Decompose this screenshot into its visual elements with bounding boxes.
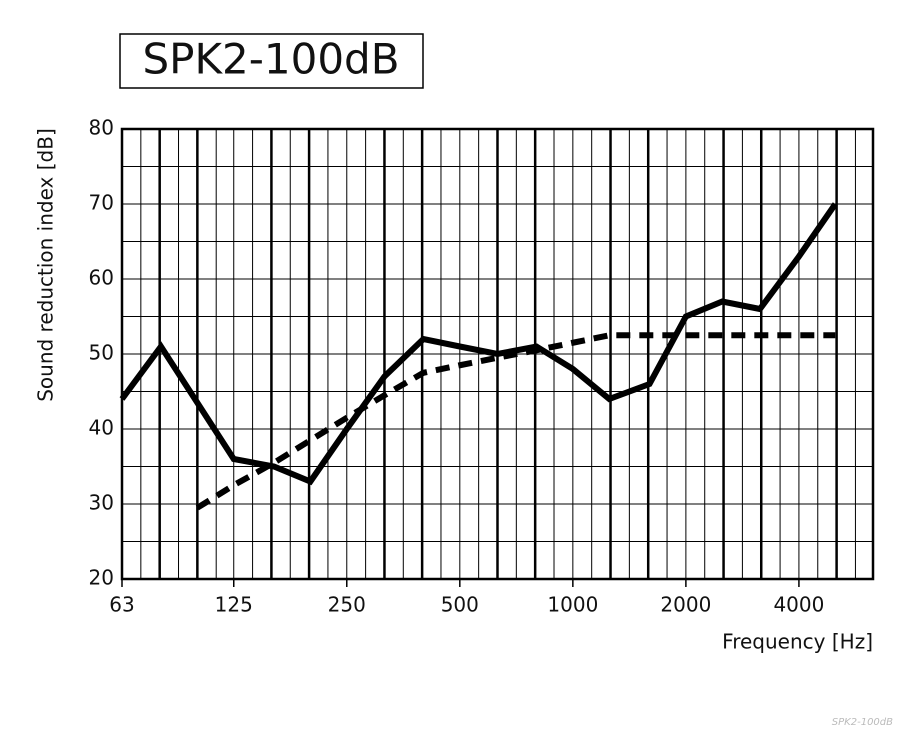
series-line — [119, 202, 838, 486]
x-tick-label: 250 — [328, 593, 366, 617]
plot-border — [120, 127, 875, 581]
y-tick-label: 80 — [89, 116, 114, 140]
x-axis-label: Frequency [Hz] — [722, 630, 873, 654]
x-tick-label: 2000 — [660, 593, 711, 617]
title-box — [119, 33, 424, 89]
x-tick-label: 4000 — [773, 593, 824, 617]
y-tick-label: 30 — [89, 491, 114, 515]
y-axis-label: Sound reduction index [dB] — [34, 128, 58, 402]
x-tick-label: 1000 — [547, 593, 598, 617]
series-line — [195, 332, 836, 511]
watermark: SPK2-100dB — [832, 717, 893, 728]
y-tick-label: 70 — [89, 191, 114, 215]
chart-title: SPK2-100dB — [142, 35, 399, 84]
y-tick-label: 60 — [89, 266, 114, 290]
y-tick-label: 20 — [89, 566, 114, 590]
y-tick-label: 40 — [89, 416, 114, 440]
x-tick-label: 125 — [215, 593, 253, 617]
y-tick-label: 50 — [89, 341, 114, 365]
x-tick-label: 63 — [109, 593, 134, 617]
x-tick-label: 500 — [441, 593, 479, 617]
